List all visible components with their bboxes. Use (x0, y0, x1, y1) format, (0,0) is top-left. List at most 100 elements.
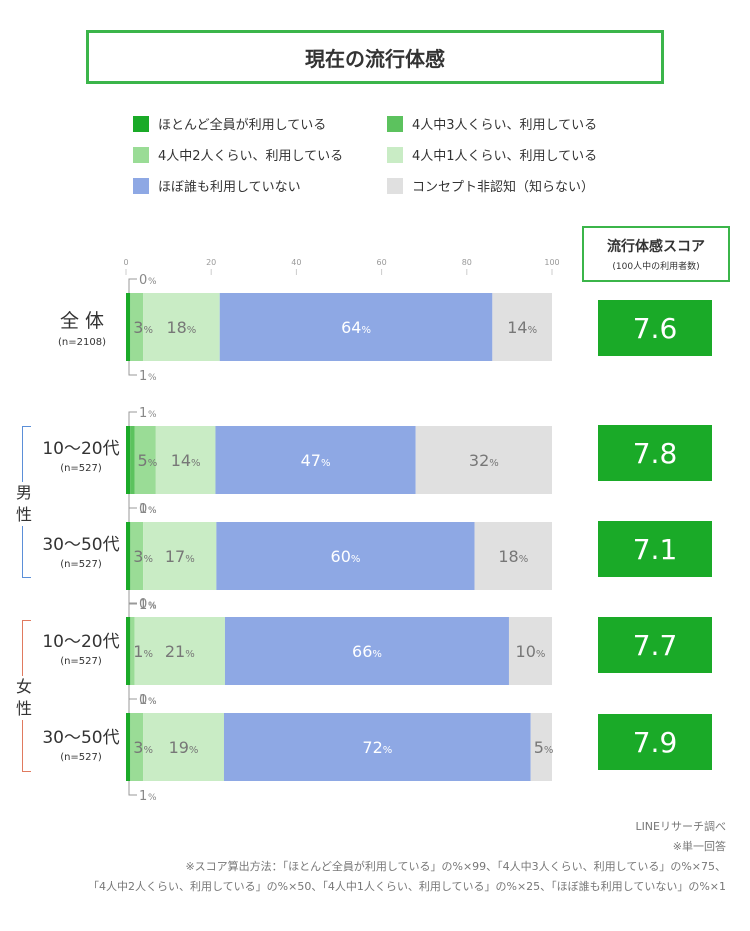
legend-label: コンセプト非認知（知らない） (412, 180, 595, 195)
data-label: 3% (133, 318, 153, 337)
row-label-n: (n=527) (60, 463, 102, 474)
data-label: 0 (139, 597, 147, 612)
data-label-unit: % (148, 373, 157, 383)
data-label: 21% (165, 642, 195, 661)
data-label-unit: % (148, 697, 157, 707)
data-label-unit: % (148, 506, 157, 516)
bar-segment (223, 713, 531, 781)
legend-label: 4人中2人くらい、利用している (158, 149, 344, 164)
legend-swatch (133, 177, 149, 194)
legend-item-three-quarters: 4人中3人くらい、利用している (387, 114, 597, 133)
gender-label-male: 男性 (14, 482, 34, 526)
x-tick-label: 0 (123, 258, 128, 267)
score-header-subtitle: (100人中の利用者数) (612, 262, 700, 272)
data-label: 14% (507, 318, 537, 337)
legend-label: 4人中1人くらい、利用している (412, 149, 598, 164)
data-label: 17% (165, 547, 195, 566)
data-label: 1 (139, 502, 147, 517)
bar-segment (130, 293, 144, 361)
bar-segment (126, 522, 131, 590)
bar-segment (216, 522, 475, 590)
data-label: 1 (139, 406, 147, 421)
bar-segment (415, 426, 552, 494)
data-label: 0 (139, 273, 147, 288)
footer-method-2: 「4人中2人くらい、利用している」の%×50、「4人中1人くらい、利用している」… (88, 880, 726, 893)
legend-label: ほぼ誰も利用していない (158, 180, 301, 195)
score-male-mid: 7.1 (598, 521, 712, 577)
data-label: 5% (534, 738, 554, 757)
score-total: 7.6 (598, 300, 712, 356)
legend-swatch (387, 177, 403, 194)
data-label: 47% (301, 451, 331, 470)
data-label: 1% (133, 642, 153, 661)
bar-segment (143, 522, 217, 590)
data-label-unit: % (148, 601, 157, 611)
row-label-n: (n=527) (60, 559, 102, 570)
bar-segment (130, 522, 144, 590)
data-label: 32% (469, 451, 499, 470)
bar-segment (530, 713, 552, 781)
bar-segment (130, 617, 135, 685)
bar-segment (492, 293, 552, 361)
row-label-n: (n=2108) (58, 337, 106, 348)
row-label-total: 全 体 (n=2108) (40, 306, 124, 348)
callout-line (128, 507, 137, 522)
data-label: 3% (133, 547, 153, 566)
bar-segment (224, 617, 509, 685)
data-label-unit: % (148, 506, 157, 516)
row-label-main: 10～20代 (42, 439, 120, 459)
data-label: 3% (133, 738, 153, 757)
row-label-n: (n=527) (60, 752, 102, 763)
legend-label: ほとんど全員が利用している (158, 118, 327, 133)
data-label: 64% (341, 318, 371, 337)
row-label-male-mid: 30～50代 (n=527) (36, 530, 126, 570)
data-label: 0 (139, 502, 147, 517)
data-label: 1 (139, 598, 147, 613)
chart-title: 現在の流行体感 (305, 46, 445, 71)
score-header: 流行体感スコア (100人中の利用者数) (582, 226, 730, 282)
legend-item-none: ほぼ誰も利用していない (133, 176, 301, 195)
footer-method-1: ※スコア算出方法：「ほとんど全員が利用している」の%×99、「4人中3人くらい、… (185, 860, 726, 873)
callout-line (128, 411, 137, 426)
row-label-main: 30～50代 (42, 535, 120, 555)
data-label: 60% (331, 547, 361, 566)
gender-label-female: 女性 (14, 676, 34, 720)
score-female-mid: 7.9 (598, 714, 712, 770)
bar-segment (134, 617, 225, 685)
legend-item-unaware: コンセプト非認知（知らない） (387, 176, 594, 195)
bar-segment (143, 293, 220, 361)
row-label-female-mid: 30～50代 (n=527) (36, 723, 126, 763)
data-label-unit: % (148, 602, 157, 612)
legend-item-all: ほとんど全員が利用している (133, 114, 326, 133)
bar-segment (126, 293, 131, 361)
data-label: 1 (139, 369, 147, 384)
row-label-female-young: 10～20代 (n=527) (36, 627, 126, 667)
bar-segment (219, 293, 493, 361)
callout-line (128, 494, 137, 509)
bar-segment (155, 426, 216, 494)
chart-title-box: 現在の流行体感 (86, 30, 664, 84)
row-label-main: 10～20代 (42, 632, 120, 652)
bar-segment (126, 713, 131, 781)
callout-line (128, 602, 137, 617)
row-label-main: 全 体 (59, 310, 105, 332)
data-label: 10% (516, 642, 546, 661)
callout-line (128, 685, 137, 700)
callout-line (128, 781, 137, 796)
bar-segment (134, 426, 156, 494)
bar-segment (508, 617, 552, 685)
data-label: 14% (171, 451, 201, 470)
legend-swatch (387, 115, 403, 132)
callout-line (128, 361, 137, 376)
footer-source: LINEリサーチ調べ (635, 820, 726, 833)
data-label: 19% (169, 738, 199, 757)
row-label-n: (n=527) (60, 656, 102, 667)
callout-line (128, 278, 137, 293)
x-tick-label: 100 (544, 258, 559, 267)
bar-segment (126, 426, 131, 494)
data-label-unit: % (148, 410, 157, 420)
bar-segment (126, 617, 131, 685)
callout-line (128, 590, 137, 605)
x-tick-label: 80 (462, 258, 472, 267)
